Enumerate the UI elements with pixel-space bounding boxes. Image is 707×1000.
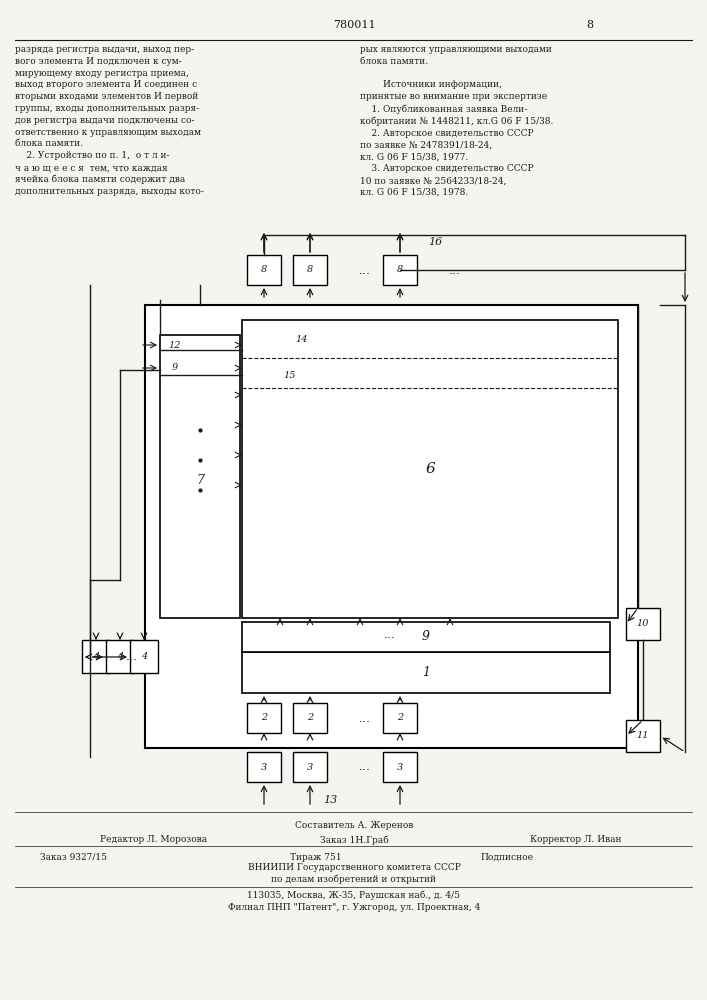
Text: 1: 1 xyxy=(422,666,430,679)
Text: 15: 15 xyxy=(284,370,296,379)
Bar xyxy=(626,608,660,640)
Bar xyxy=(242,320,618,618)
Text: 14: 14 xyxy=(296,336,308,344)
Text: 2: 2 xyxy=(397,714,403,722)
Text: 113035, Москва, Ж-35, Раушская наб., д. 4/5: 113035, Москва, Ж-35, Раушская наб., д. … xyxy=(247,890,460,900)
Text: 8: 8 xyxy=(307,265,313,274)
Bar xyxy=(626,720,660,752)
Bar xyxy=(160,335,240,618)
Bar xyxy=(247,255,281,285)
Text: 4: 4 xyxy=(141,652,147,661)
Text: 2: 2 xyxy=(261,714,267,722)
Text: разряда регистра выдачи, выход пер-
вого элемента И подключен к сум-
мирующему в: разряда регистра выдачи, выход пер- вого… xyxy=(15,45,204,196)
Bar xyxy=(383,255,417,285)
Text: 6: 6 xyxy=(425,462,435,476)
Text: 3: 3 xyxy=(261,762,267,772)
Text: рых являются управляющими выходами
блока памяти.

        Источники информации,
: рых являются управляющими выходами блока… xyxy=(360,45,554,197)
Bar xyxy=(383,703,417,733)
Text: Тираж 751: Тираж 751 xyxy=(290,852,341,861)
Text: 3: 3 xyxy=(397,762,403,772)
Text: по делам изобретений и открытий: по делам изобретений и открытий xyxy=(271,874,436,884)
Bar xyxy=(145,305,638,748)
Text: ...: ... xyxy=(359,760,371,774)
Text: ...: ... xyxy=(449,263,461,276)
Bar xyxy=(242,652,610,693)
Text: 11: 11 xyxy=(637,732,649,740)
Text: 9: 9 xyxy=(172,363,178,372)
Text: ...: ... xyxy=(126,650,138,664)
Text: 10: 10 xyxy=(637,619,649,629)
Text: Корректор Л. Иван: Корректор Л. Иван xyxy=(530,836,621,844)
Text: 4: 4 xyxy=(93,652,99,661)
Text: 2: 2 xyxy=(307,714,313,722)
Bar xyxy=(82,640,110,673)
Text: 13: 13 xyxy=(323,795,337,805)
Text: 8: 8 xyxy=(397,265,403,274)
Text: 9: 9 xyxy=(422,631,430,644)
Text: ...: ... xyxy=(359,712,371,724)
Text: Редактор Л. Морозова: Редактор Л. Морозова xyxy=(100,836,207,844)
Bar xyxy=(247,752,281,782)
Text: 8: 8 xyxy=(586,20,594,30)
Text: 3: 3 xyxy=(307,762,313,772)
Text: 8: 8 xyxy=(261,265,267,274)
Text: 16: 16 xyxy=(428,237,442,247)
Bar xyxy=(130,640,158,673)
Bar xyxy=(383,752,417,782)
Bar xyxy=(293,255,327,285)
Bar xyxy=(106,640,134,673)
Text: Подписное: Подписное xyxy=(480,852,533,861)
Text: Заказ 9327/15: Заказ 9327/15 xyxy=(40,852,107,861)
Bar xyxy=(293,703,327,733)
Text: Филиал ПНП "Патент", г. Ужгород, ул. Проектная, 4: Филиал ПНП "Патент", г. Ужгород, ул. Про… xyxy=(228,904,480,912)
Text: ВНИИПИ Государственного комитета СССР: ВНИИПИ Государственного комитета СССР xyxy=(247,863,460,872)
Text: ...: ... xyxy=(384,629,396,642)
Text: Заказ 1Н.Граб: Заказ 1Н.Граб xyxy=(320,835,389,845)
Text: 4: 4 xyxy=(117,652,123,661)
Text: ...: ... xyxy=(359,263,371,276)
Text: 7: 7 xyxy=(196,474,204,487)
Bar xyxy=(242,622,610,652)
Text: Составитель А. Жеренов: Составитель А. Жеренов xyxy=(295,820,413,830)
Bar xyxy=(293,752,327,782)
Text: 12: 12 xyxy=(169,340,181,350)
Bar xyxy=(247,703,281,733)
Text: 780011: 780011 xyxy=(333,20,375,30)
